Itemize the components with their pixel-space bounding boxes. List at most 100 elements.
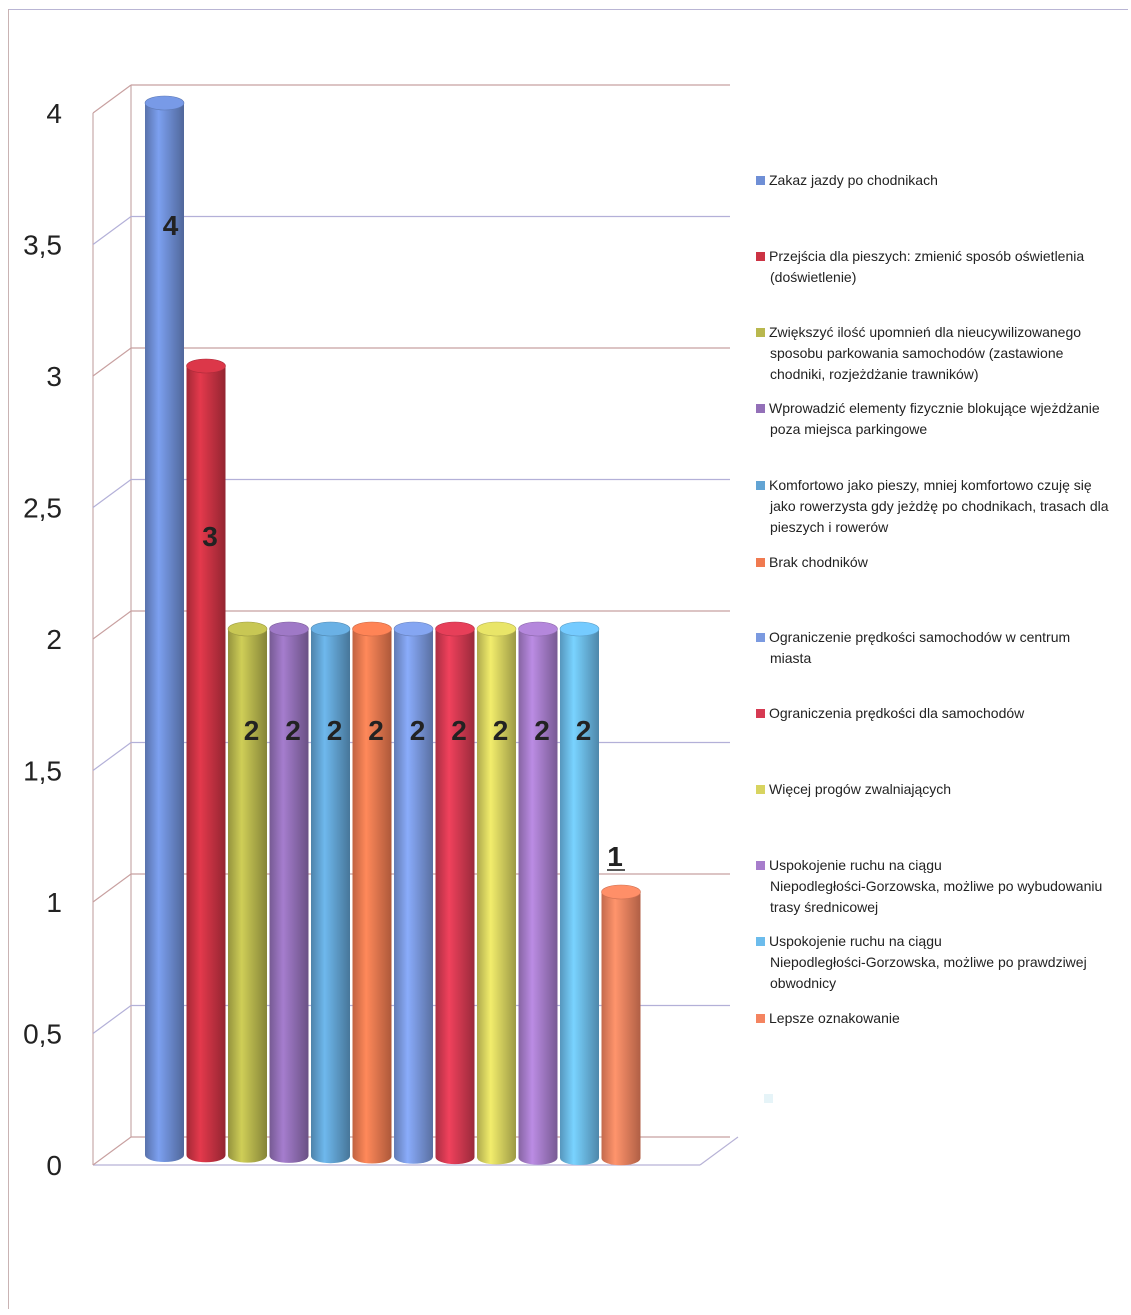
data-labels: 432 2 2 2 2 2 2 2 21 [163,210,625,872]
legend-label: Niepodległości-Gorzowska, możliwe po wyb… [770,878,1102,894]
bar-cap [518,621,558,637]
legend-item: Ograniczenia prędkości dla samochodów [756,705,1025,721]
legend-label: obwodnicy [770,975,836,991]
bar [186,358,226,1163]
bar-cap [310,621,351,637]
gridline-side [92,479,132,508]
bar-body [228,629,267,1163]
legend-label: Zwiększyć ilość upomnień dla nieucywiliz… [769,324,1081,340]
bar-layer [144,95,641,1166]
gridline-side [92,873,132,903]
legend-swatch [756,252,765,261]
bar [518,621,558,1165]
legend-label: Lepsze oznakowanie [769,1010,900,1026]
legend-label: Niepodległości-Gorzowska, możliwe po pra… [770,954,1087,970]
legend-label: poza miejsca parkingowe [770,421,927,437]
bar-body [352,629,392,1164]
legend-label: (doświetlenie) [770,269,856,285]
data-label: 2 [493,715,509,746]
bar [559,621,600,1165]
legend-label: Przejścia dla pieszych: zmienić sposób o… [769,248,1084,264]
legend-label: Ograniczenie prędkości samochodów w cent… [769,629,1070,645]
y-tick-label: 2,5 [23,493,62,524]
legend-item: Zwiększyć ilość upomnień dla nieucywiliz… [756,324,1081,382]
legend-label: chodniki, rozjeżdżanie trawników) [770,366,979,382]
bar-cap [269,621,309,637]
legend-swatch [756,633,765,642]
legend-item: Lepsze oznakowanie [756,1010,900,1026]
legend-swatch [756,176,765,185]
bar [144,95,185,1162]
data-label: 2 [534,715,550,746]
legend-item: Przejścia dla pieszych: zmienić sposób o… [756,248,1084,285]
bar-body [601,892,641,1166]
legend-label: Wprowadzić elementy fizycznie blokujące … [769,400,1100,416]
data-label: 3 [202,521,218,552]
legend-swatch [756,861,765,870]
bar [601,884,641,1166]
bar-cap [476,621,517,637]
legend-label: sposobu parkowania samochodów (zastawion… [770,345,1064,361]
legend-item: Więcej progów zwalniających [756,781,951,797]
gridline-side [92,347,132,377]
bar [476,621,517,1165]
bar-body [435,629,475,1165]
bar-body [145,103,184,1162]
gridline-side [92,216,132,245]
legend-swatch [756,709,765,718]
legend-swatch [756,481,765,490]
gridline-side [92,742,132,771]
data-label: 1 [607,841,623,872]
legend-item: Brak chodników [756,554,869,570]
bar [227,621,268,1163]
bar-cap [186,358,226,374]
data-label: 2 [410,715,426,746]
legend-label: Brak chodników [769,554,869,570]
data-label: 2 [368,715,384,746]
legend-item: Zakaz jazdy po chodnikach [756,172,938,188]
y-tick-label: 3,5 [23,230,62,261]
legend-item: Uspokojenie ruchu na ciągu Niepodległości… [756,857,1102,915]
legend-label: miasta [770,650,811,666]
bar [310,621,351,1164]
legend-label: Uspokojenie ruchu na ciągu [769,933,942,949]
legend-label: Zakaz jazdy po chodnikach [769,172,938,188]
legend-swatch [756,558,765,567]
bar [352,621,392,1164]
bar-body [394,629,433,1164]
legend-label: trasy średnicowej [770,899,878,915]
y-tick-label: 1,5 [23,756,62,787]
frame-border-top [8,9,1128,10]
bar [393,621,434,1164]
bar-cap [393,621,434,637]
gridline-side [92,610,132,640]
bar-body [269,629,309,1163]
frame-border-left [8,9,9,1309]
legend-item: Ograniczenie prędkości samochodów w cent… [756,629,1070,666]
y-axis-ticks: 0 0,5 1 1,5 2 2,5 3 3,5 4 [23,98,62,1181]
bar-body [560,629,599,1165]
legend-empty-swatch [764,1094,773,1103]
data-label: 4 [163,210,179,241]
data-label: 2 [285,715,301,746]
bar-body [477,629,516,1165]
y-tick-label: 0 [46,1150,62,1181]
bar-cap [227,621,268,637]
floor-right-edge [699,1136,739,1166]
legend-swatch [756,328,765,337]
legend-item: Komfortowo jako pieszy, mniej komfortowo… [756,477,1109,535]
legend-label: Więcej progów zwalniających [769,781,951,797]
gridline-side [92,84,132,114]
bar-cap [435,621,475,637]
bar-body [186,366,226,1163]
legend-swatch [756,1014,765,1023]
y-tick-label: 0,5 [23,1019,62,1050]
legend-label: pieszych i rowerów [770,519,889,535]
legend-swatch [756,785,765,794]
bar-body [311,629,350,1164]
bar-cap [352,621,392,637]
bar-cap [144,95,185,111]
data-label: 2 [244,715,260,746]
legend: Zakaz jazdy po chodnikach Przejścia dla p… [756,172,1109,1103]
